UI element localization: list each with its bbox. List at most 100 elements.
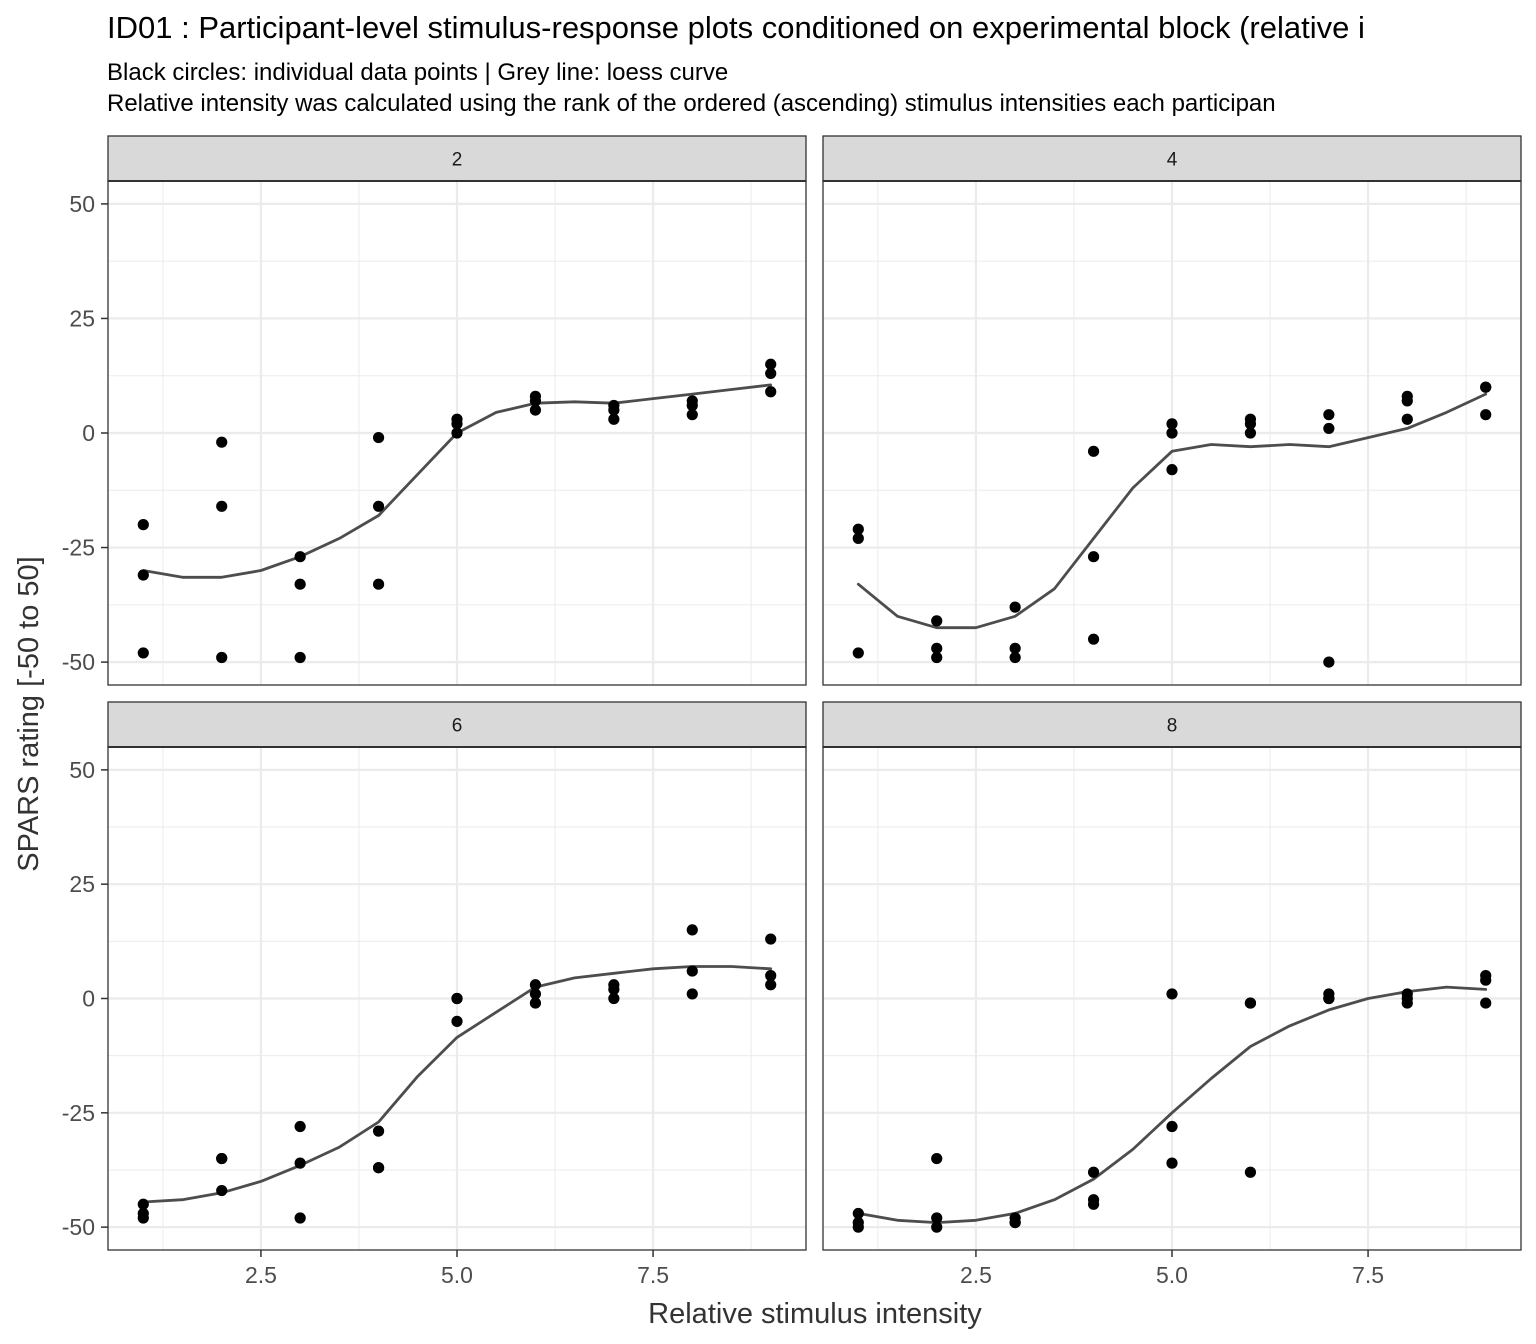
data-point — [608, 992, 620, 1005]
chart-subtitle-line-1: Black circles: individual data points | … — [107, 59, 729, 86]
data-point — [1244, 997, 1257, 1009]
data-point — [931, 1221, 943, 1233]
data-point — [372, 1125, 385, 1137]
data-point — [1009, 642, 1021, 654]
data-point — [765, 358, 777, 370]
data-point — [294, 1157, 306, 1169]
data-point — [931, 642, 943, 654]
y-tick-label: 0 — [82, 420, 95, 446]
panel-border — [822, 180, 1522, 686]
facet-strip-label: 6 — [452, 716, 463, 737]
data-point — [1323, 409, 1335, 421]
data-point — [608, 413, 620, 425]
y-tick-label: 50 — [69, 757, 95, 783]
data-point — [1166, 1157, 1178, 1169]
facet-strip-label: 2 — [452, 150, 463, 171]
data-point — [216, 651, 228, 664]
facet-strip — [107, 135, 807, 182]
data-point — [931, 615, 943, 627]
y-tick-label: -25 — [62, 1100, 95, 1126]
facet-panel-8: 8 2.5 5.0 7.5 — [822, 701, 1522, 1288]
data-point — [529, 395, 542, 407]
facet-strip — [822, 701, 1522, 748]
data-point — [931, 651, 943, 664]
data-point — [529, 988, 542, 1000]
data-point — [608, 404, 620, 416]
data-point — [1087, 1198, 1100, 1210]
x-tick-label: 2.5 — [960, 1262, 992, 1288]
data-point — [686, 988, 698, 1000]
loess-curve — [856, 392, 1488, 630]
data-point — [216, 500, 228, 512]
data-point — [294, 1212, 306, 1224]
y-tick-label: -50 — [62, 649, 95, 675]
facet-strip — [822, 135, 1522, 182]
data-point — [931, 1152, 943, 1165]
data-point — [686, 399, 698, 412]
data-point — [1244, 427, 1257, 439]
data-point — [1087, 551, 1100, 563]
x-tick-label: 5.0 — [441, 1262, 473, 1288]
data-point — [1401, 997, 1413, 1009]
x-tick-label: 5.0 — [1156, 1262, 1188, 1288]
data-point — [1323, 656, 1335, 668]
data-point — [216, 1184, 228, 1197]
data-point — [1166, 988, 1178, 1000]
y-tick-label: -25 — [62, 535, 95, 561]
data-point — [137, 647, 149, 659]
x-tick-label: 2.5 — [245, 1262, 277, 1288]
data-point — [137, 569, 149, 581]
loess-curve — [856, 985, 1488, 1224]
data-point — [765, 367, 777, 380]
data-point — [137, 1198, 149, 1210]
data-point — [1401, 413, 1413, 425]
data-point — [686, 965, 698, 977]
facet-strip-label: 8 — [1167, 716, 1178, 737]
data-point — [1009, 601, 1021, 613]
facet-strip-label: 4 — [1167, 150, 1178, 171]
data-point — [216, 1152, 228, 1165]
data-point — [765, 386, 777, 398]
x-tick-label: 7.5 — [1352, 1262, 1384, 1288]
data-point — [294, 651, 306, 664]
data-point — [372, 1162, 385, 1174]
x-axis-title: Relative stimulus intensity — [648, 1298, 982, 1330]
facet-panel-6: 6 50 25 0 -25 -50 2.5 5.0 7.5 — [62, 701, 807, 1288]
loess-curve — [141, 965, 773, 1204]
data-point — [372, 431, 385, 444]
data-point — [686, 409, 698, 421]
data-point — [1166, 1120, 1178, 1133]
data-point — [1166, 464, 1178, 476]
data-point — [1087, 445, 1100, 457]
data-point — [1323, 992, 1335, 1005]
data-point — [137, 519, 149, 531]
y-tick-label: 0 — [82, 986, 95, 1012]
data-point — [294, 1120, 306, 1133]
y-tick-label: -50 — [62, 1214, 95, 1240]
data-point — [1323, 422, 1335, 435]
data-point — [1087, 1166, 1100, 1178]
data-point — [1401, 395, 1413, 407]
x-tick-label: 7.5 — [637, 1262, 669, 1288]
data-point — [1009, 651, 1021, 664]
data-point — [686, 924, 698, 936]
data-point — [372, 500, 385, 512]
y-tick-label: 25 — [69, 871, 95, 897]
chart-subtitle-line-2: Relative intensity was calculated using … — [107, 90, 1276, 117]
facet-panel-4: 4 — [822, 135, 1522, 686]
y-tick-label: 25 — [69, 305, 95, 331]
data-point — [1480, 409, 1492, 421]
data-point — [529, 979, 542, 991]
y-tick-label: 50 — [69, 191, 95, 217]
data-point — [451, 1015, 463, 1027]
data-point — [294, 578, 306, 590]
data-point — [529, 404, 542, 416]
data-point — [1009, 1216, 1021, 1229]
data-point — [451, 992, 463, 1005]
data-point — [765, 970, 777, 982]
data-point — [852, 523, 864, 535]
data-point — [294, 551, 306, 563]
data-point — [852, 532, 864, 544]
